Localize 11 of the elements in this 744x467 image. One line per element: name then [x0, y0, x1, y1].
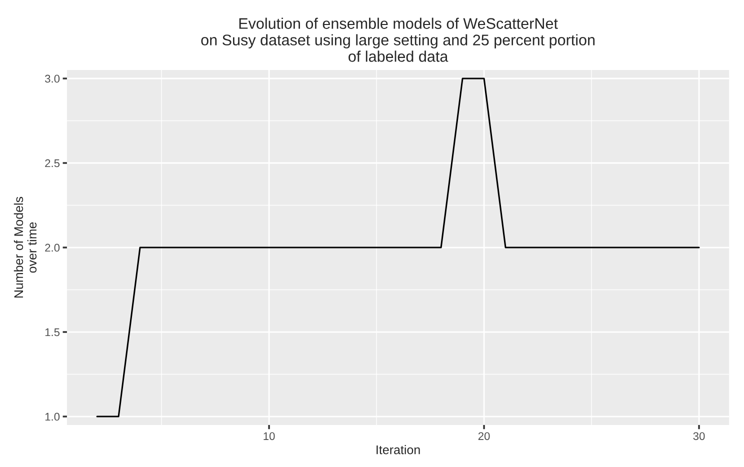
y-tick-label: 2.0 [45, 244, 60, 252]
x-tick-label: 10 [264, 432, 275, 440]
x-tick-label: 20 [478, 432, 490, 440]
y-tick-label: 2.5 [45, 159, 60, 168]
y-tick-label: 1.5 [45, 328, 60, 336]
y-tick-label: 1.0 [45, 412, 60, 421]
y-axis-title: Number of Models over time [14, 196, 37, 298]
x-axis-title: Iteration [376, 445, 420, 454]
y-tick-label: 3.0 [44, 74, 60, 83]
x-tick-label: 30 [693, 432, 705, 440]
chart-title: Evolution of ensemble models of WeScatterNet on Susy dataset using large setting and 25 percent portion of labeled data [201, 18, 595, 62]
